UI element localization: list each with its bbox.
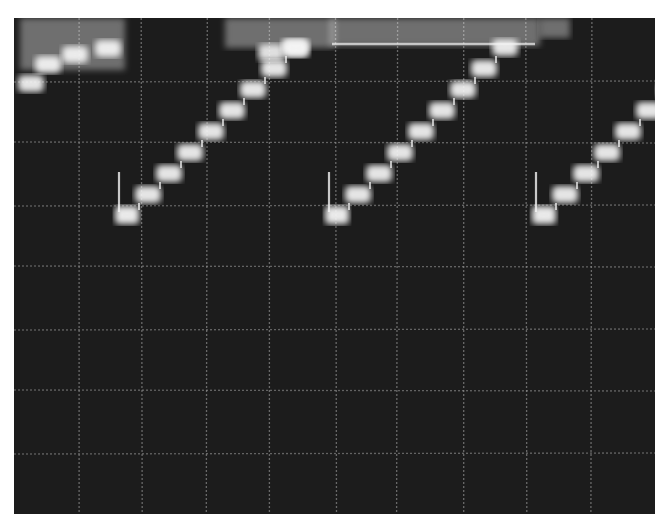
step-dot (408, 123, 434, 140)
step-dot (450, 81, 476, 98)
step-dot (532, 206, 556, 224)
step-dot (471, 60, 497, 77)
step-dot (95, 40, 121, 57)
step-dot (325, 206, 349, 224)
step-dot (177, 144, 203, 161)
step-dot (258, 44, 284, 61)
grid-line-horizontal (14, 389, 655, 392)
step-dot (573, 165, 599, 182)
step-dot (115, 206, 139, 224)
step-dot (345, 186, 371, 203)
step-dot (552, 186, 578, 203)
step-dot (135, 186, 161, 203)
film-grain (14, 18, 655, 514)
grid-line-horizontal (14, 204, 655, 207)
step-dot (636, 102, 655, 119)
grid-line-horizontal (14, 452, 655, 455)
step-dot (62, 46, 88, 63)
step-dot (35, 56, 61, 73)
staircase-ramp-partial (18, 40, 535, 92)
step-dot (219, 102, 245, 119)
step-dot (156, 165, 182, 182)
step-dot (198, 123, 224, 140)
step-dot (240, 81, 266, 98)
step-dot (615, 123, 641, 140)
grid-line-vertical (525, 18, 528, 514)
grid-line-horizontal (14, 80, 655, 83)
graticule (14, 18, 655, 514)
grid-line-vertical (140, 18, 143, 514)
grid-line-horizontal (14, 265, 655, 268)
grid-line-vertical (590, 18, 593, 514)
top-haze (540, 18, 570, 38)
grid-line-horizontal (14, 141, 655, 144)
step-dot (594, 144, 620, 161)
step-dot (18, 75, 44, 92)
step-dot (429, 102, 455, 119)
screen-area (14, 18, 655, 514)
grid-line-vertical (395, 18, 399, 514)
step-dot (261, 60, 287, 77)
top-haze (225, 18, 335, 48)
step-dot (387, 144, 413, 161)
staircase-ramp (532, 102, 655, 224)
staircase-traces (18, 39, 655, 224)
step-dot (366, 165, 392, 182)
step-dot (283, 40, 309, 57)
grid-line-horizontal (14, 328, 655, 331)
